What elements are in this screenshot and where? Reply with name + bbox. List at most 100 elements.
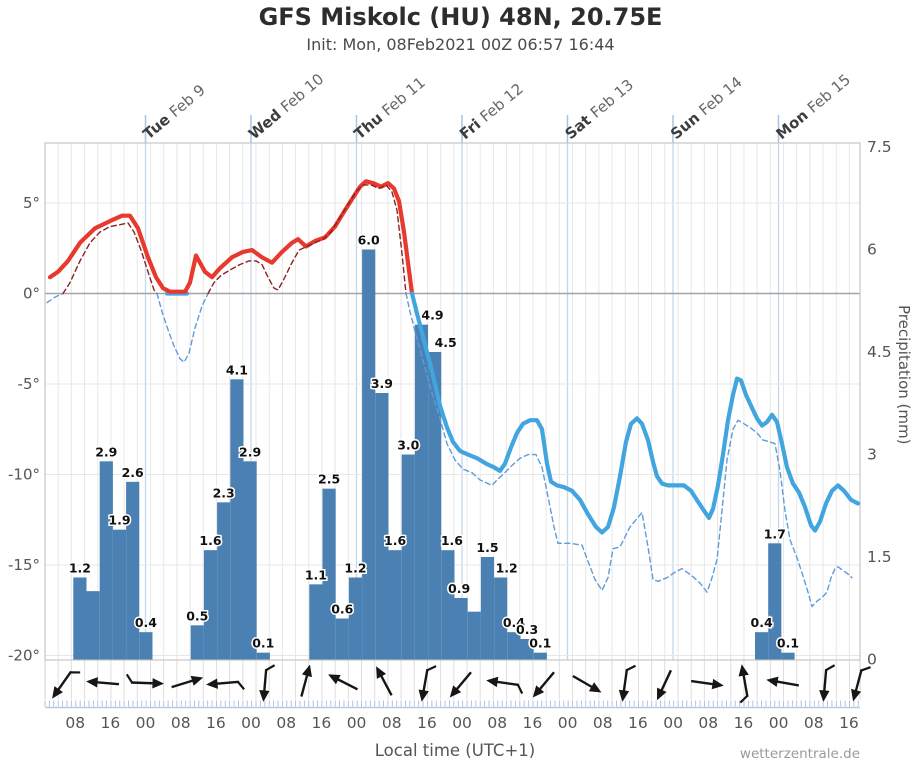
precip-value-label: 0.4 <box>135 615 157 630</box>
precip-bar <box>217 502 231 660</box>
temp-curve-secondary-run <box>62 222 158 295</box>
precip-bar <box>73 577 87 660</box>
wind-arrow-head <box>618 689 630 702</box>
x-axis-tick-label: 08 <box>804 714 824 732</box>
x-axis-tick-label: 00 <box>558 714 578 732</box>
precip-value-label: 4.5 <box>435 335 457 350</box>
day-date: Feb 12 <box>477 80 527 126</box>
left-axis-tick-label: -10° <box>8 466 40 484</box>
chart-title: GFS Miskolc (HU) 48N, 20.75E <box>258 3 663 31</box>
wind-arrow-barb <box>516 684 524 694</box>
wind-arrow <box>690 678 724 690</box>
wind-arrow-shaft <box>493 680 520 687</box>
x-axis-tick-label: 16 <box>101 714 121 732</box>
wind-arrow-shaft <box>537 671 555 693</box>
wind-arrow-head <box>656 687 667 701</box>
x-axis-tick-label: 00 <box>769 714 789 732</box>
wind-arrow-head <box>86 677 98 688</box>
x-axis-tick-label: 08 <box>171 714 191 732</box>
precip-bar <box>309 584 323 660</box>
temp-curve-secondary-run <box>405 292 853 608</box>
precip-value-label: 2.9 <box>95 444 117 459</box>
wind-arrow-head <box>328 674 341 685</box>
wind-arrow <box>125 673 164 689</box>
wind-arrow-shaft <box>93 680 120 686</box>
precip-bar <box>203 550 218 660</box>
day-label: ThuFeb 11 <box>351 73 429 143</box>
temp-curve-deterministic-run <box>47 179 415 296</box>
precipitation-labels: 1.2 2.9 1.9 2.6 0.4 0.5 1.6 2.3 4.1 2.9 0.1 1.1 2.5 0… <box>67 231 800 652</box>
wind-arrow-barb <box>70 671 81 674</box>
precip-bar <box>375 393 389 660</box>
x-axis-tick-label: 08 <box>382 714 402 732</box>
precipitation-bars <box>73 249 795 660</box>
precip-value-label: 4.1 <box>226 362 248 377</box>
precip-bar <box>348 577 363 660</box>
precip-bar <box>781 652 795 660</box>
wind-arrow-shaft <box>171 678 196 689</box>
wind-arrow-head <box>851 688 862 702</box>
x-axis-tick-label: 16 <box>523 714 543 732</box>
precip-value-label: 0.1 <box>529 636 551 651</box>
day-name: Tue <box>140 110 174 143</box>
wind-arrow-head <box>766 676 779 687</box>
x-axis-tick-label: 16 <box>734 714 754 732</box>
wind-arrow <box>206 678 245 691</box>
wind-arrow-barb <box>825 664 836 672</box>
precip-bar <box>520 639 534 660</box>
right-axis-tick-label: 7.5 <box>867 138 892 156</box>
right-axis-tick-label: 6 <box>867 241 877 259</box>
wind-arrow-shaft <box>622 668 629 695</box>
wind-arrow-head <box>52 686 63 699</box>
x-axis-tick-label: 08 <box>65 714 85 732</box>
right-axis-tick-label: 1.5 <box>867 548 892 566</box>
right-axis-tick-label: 0 <box>867 651 877 669</box>
x-axis-tick-label: 00 <box>347 714 367 732</box>
precip-value-label: 1.2 <box>344 561 366 576</box>
day-date: Feb 13 <box>587 76 637 122</box>
day-name: Mon <box>773 106 812 143</box>
x-axis-tick-label: 00 <box>136 714 156 732</box>
precip-value-label: 0.1 <box>777 636 799 651</box>
precip-bar <box>112 529 127 660</box>
wind-arrow <box>486 676 524 694</box>
wind-arrow-shaft <box>262 668 268 695</box>
temp-curve-deterministic-run <box>409 291 861 535</box>
watermark: wetterzentrale.de <box>739 746 860 762</box>
precip-bar <box>507 632 521 660</box>
wind-arrow <box>52 670 81 699</box>
precip-value-label: 2.9 <box>239 444 261 459</box>
temp-curve-secondary-run <box>46 292 64 304</box>
wind-arrow <box>86 677 120 688</box>
wind-arrow-head <box>301 664 312 678</box>
wind-arrow-head <box>711 678 724 690</box>
wind-arrow <box>851 666 871 702</box>
precip-bar <box>768 543 782 660</box>
x-axis-tick-label: 00 <box>241 714 261 732</box>
day-label: SatFeb 13 <box>562 76 638 143</box>
precip-bar <box>414 324 429 660</box>
precip-bar <box>230 379 244 660</box>
hour-ticks <box>44 700 860 709</box>
precip-bar <box>533 652 547 660</box>
x-axis-tick-label: 16 <box>628 714 648 732</box>
x-axis-tick-label: 16 <box>206 714 226 732</box>
wind-arrow <box>618 664 636 702</box>
wind-arrow-shaft <box>741 671 749 697</box>
temp-curve-secondary-run <box>207 184 407 295</box>
precip-value-label: 1.6 <box>199 533 221 548</box>
chart-subtitle: Init: Mon, 08Feb2021 00Z 06:57 16:44 <box>306 35 615 54</box>
wind-arrow-head <box>376 666 387 679</box>
wind-arrow-barb <box>237 681 245 691</box>
wind-arrow-head <box>449 685 462 698</box>
wind-arrow-shaft <box>572 674 596 690</box>
wind-arrow <box>449 671 472 698</box>
precip-value-label: 2.6 <box>122 465 144 480</box>
wind-arrow-shaft <box>421 669 429 695</box>
x-axis-tick-label: 08 <box>487 714 507 732</box>
wind-arrow-head <box>418 689 429 702</box>
wind-arrow <box>766 676 799 687</box>
precip-bar <box>256 652 270 660</box>
precip-value-label: 1.2 <box>496 561 518 576</box>
wind-arrow <box>259 664 276 702</box>
